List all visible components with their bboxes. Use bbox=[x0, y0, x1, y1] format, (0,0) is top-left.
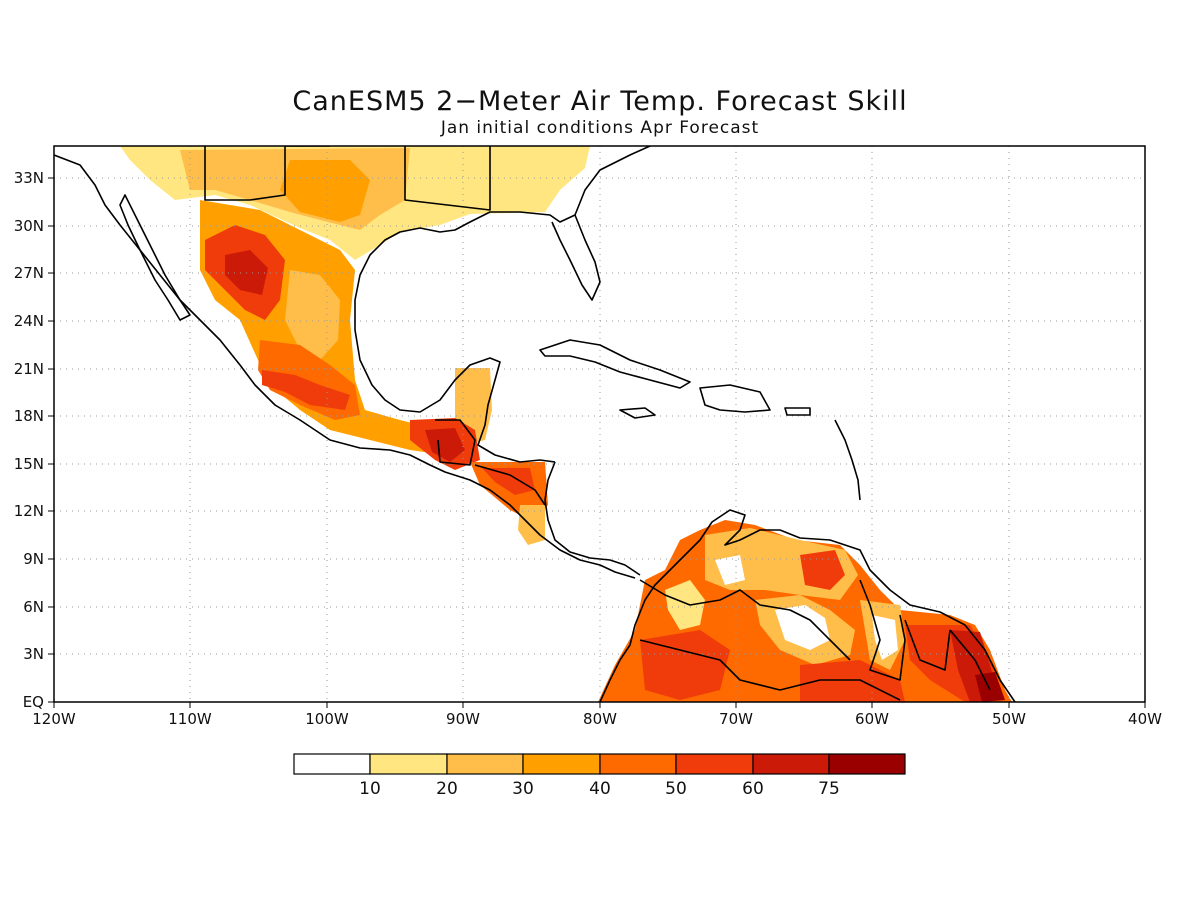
skill-region-sa-light-1 bbox=[665, 580, 705, 630]
colorbar-label: 20 bbox=[436, 779, 458, 799]
skill-region-guatemala-core bbox=[425, 428, 465, 462]
x-tick-label: 70W bbox=[719, 710, 753, 728]
y-tick-label: 12N bbox=[14, 502, 44, 520]
skill-region-honduras-core bbox=[482, 468, 535, 495]
skill-region-nicaragua bbox=[518, 505, 545, 545]
colorbar-swatch bbox=[828, 753, 906, 775]
skill-region-amazon-hot bbox=[800, 660, 905, 702]
x-tick-label: 60W bbox=[855, 710, 889, 728]
y-tick-label: 15N bbox=[14, 455, 44, 473]
x-tick-label: 40W bbox=[1128, 710, 1162, 728]
skill-region-colombia-hot bbox=[640, 630, 730, 700]
y-tick-label: 33N bbox=[14, 169, 44, 187]
colorbar-label: 30 bbox=[512, 779, 534, 799]
x-tick-label: 90W bbox=[446, 710, 480, 728]
y-tick-label: 18N bbox=[14, 407, 44, 425]
skill-region-sa-white-2 bbox=[872, 615, 898, 660]
colorbar-label: 10 bbox=[359, 779, 381, 799]
skill-region-sa-white bbox=[775, 605, 830, 650]
skill-region-texas bbox=[280, 160, 370, 222]
colorbar-swatch bbox=[599, 753, 677, 775]
colorbar-label: 40 bbox=[589, 779, 611, 799]
y-tick-label: 3N bbox=[23, 645, 44, 663]
colorbar-swatch bbox=[293, 753, 371, 775]
colorbar: 10 20 30 40 50 60 75 bbox=[293, 753, 906, 799]
skill-shading bbox=[120, 146, 1012, 702]
coastlines bbox=[54, 146, 1016, 702]
y-tick-label: 24N bbox=[14, 312, 44, 330]
axis-tick-marks bbox=[48, 177, 1146, 708]
colorbar-swatch bbox=[752, 753, 830, 775]
chart-title: CanESM5 2−Meter Air Temp. Forecast Skill bbox=[292, 86, 908, 117]
skill-region-guiana-max bbox=[975, 672, 1005, 702]
colorbar-label: 60 bbox=[742, 779, 764, 799]
skill-region-mexico-inner bbox=[285, 270, 340, 360]
x-tick-label: 120W bbox=[32, 710, 76, 728]
y-tick-label: 21N bbox=[14, 360, 44, 378]
x-tick-label: 110W bbox=[168, 710, 212, 728]
x-tick-label: 80W bbox=[583, 710, 617, 728]
x-tick-label: 50W bbox=[992, 710, 1026, 728]
colorbar-swatch bbox=[446, 753, 524, 775]
chart-subtitle: Jan initial conditions Apr Forecast bbox=[440, 118, 760, 138]
x-tick-labels: 120W 110W 100W 90W 80W 70W 60W 50W 40W bbox=[32, 710, 1162, 728]
y-tick-label: 30N bbox=[14, 217, 44, 235]
y-tick-label: 6N bbox=[23, 598, 44, 616]
y-tick-label: 27N bbox=[14, 264, 44, 282]
skill-region-venezuela-white bbox=[715, 555, 745, 585]
y-tick-label: 9N bbox=[23, 550, 44, 568]
colorbar-swatch bbox=[369, 753, 448, 775]
skill-region-venezuela-hot bbox=[800, 550, 845, 590]
y-tick-label: EQ bbox=[23, 693, 44, 711]
x-tick-label: 100W bbox=[305, 710, 349, 728]
colorbar-label: 50 bbox=[665, 779, 687, 799]
y-tick-labels: EQ 3N 6N 9N 12N 15N 18N 21N 24N 27N 30N … bbox=[14, 169, 44, 711]
colorbar-label: 75 bbox=[818, 779, 840, 799]
colorbar-swatch bbox=[675, 753, 754, 775]
colorbar-swatch bbox=[522, 753, 601, 775]
skill-region-mexico-south-core bbox=[262, 370, 350, 410]
